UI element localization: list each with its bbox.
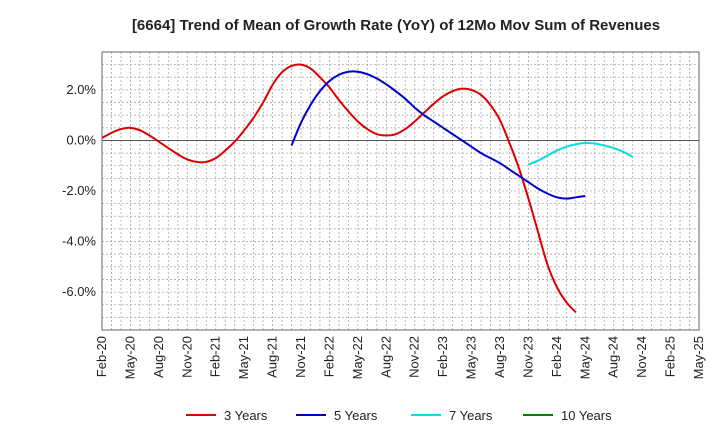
y-tick-label: -6.0% bbox=[62, 284, 96, 299]
x-tick-label: May-23 bbox=[464, 336, 479, 379]
x-tick-label: Aug-21 bbox=[265, 336, 280, 378]
legend-label-5-years: 5 Years bbox=[334, 408, 378, 423]
x-tick-label: Nov-21 bbox=[293, 336, 308, 378]
x-tick-label: Nov-20 bbox=[179, 336, 194, 378]
y-tick-label: 2.0% bbox=[66, 82, 96, 97]
legend-label-3-years: 3 Years bbox=[224, 408, 268, 423]
series-line-3-years bbox=[101, 63, 577, 314]
x-tick-label: Feb-22 bbox=[321, 336, 336, 377]
x-axis-ticks: Feb-20 May-20 Aug-20 Nov-20 Feb-21 May-21 Aug-… bbox=[94, 336, 706, 379]
x-tick-label: Aug-22 bbox=[378, 336, 393, 378]
x-tick-label: Aug-24 bbox=[606, 336, 621, 378]
x-tick-label: May-21 bbox=[236, 336, 251, 379]
series-line-7-years bbox=[528, 141, 634, 166]
x-tick-label: May-24 bbox=[577, 336, 592, 379]
y-tick-label: 0.0% bbox=[66, 132, 96, 147]
x-tick-label: Feb-24 bbox=[549, 336, 564, 377]
series-layer bbox=[101, 63, 634, 314]
y-tick-label: -2.0% bbox=[62, 183, 96, 198]
x-tick-label: Aug-23 bbox=[492, 336, 507, 378]
x-tick-label: Nov-22 bbox=[407, 336, 422, 378]
x-tick-label: Nov-24 bbox=[634, 336, 649, 378]
x-tick-label: Feb-23 bbox=[435, 336, 450, 377]
y-tick-label: -4.0% bbox=[62, 234, 96, 249]
x-tick-label: Feb-25 bbox=[663, 336, 678, 377]
x-tick-label: Nov-23 bbox=[520, 336, 535, 378]
legend-label-7-years: 7 Years bbox=[449, 408, 493, 423]
y-axis-ticks: 2.0% 0.0% -2.0% -4.0% -6.0% bbox=[62, 82, 96, 299]
x-tick-label: May-22 bbox=[350, 336, 365, 379]
legend: 3 Years 5 Years 7 Years 10 Years bbox=[186, 408, 612, 423]
series-line-5-years bbox=[290, 70, 586, 200]
x-tick-label: May-25 bbox=[691, 336, 706, 379]
x-tick-label: May-20 bbox=[122, 336, 137, 379]
x-tick-label: Aug-20 bbox=[151, 336, 166, 378]
plot-frame bbox=[101, 51, 700, 331]
x-tick-label: Feb-20 bbox=[94, 336, 109, 377]
x-tick-label: Feb-21 bbox=[208, 336, 223, 377]
legend-label-10-years: 10 Years bbox=[561, 408, 612, 423]
chart-title: [6664] Trend of Mean of Growth Rate (YoY… bbox=[132, 17, 660, 34]
